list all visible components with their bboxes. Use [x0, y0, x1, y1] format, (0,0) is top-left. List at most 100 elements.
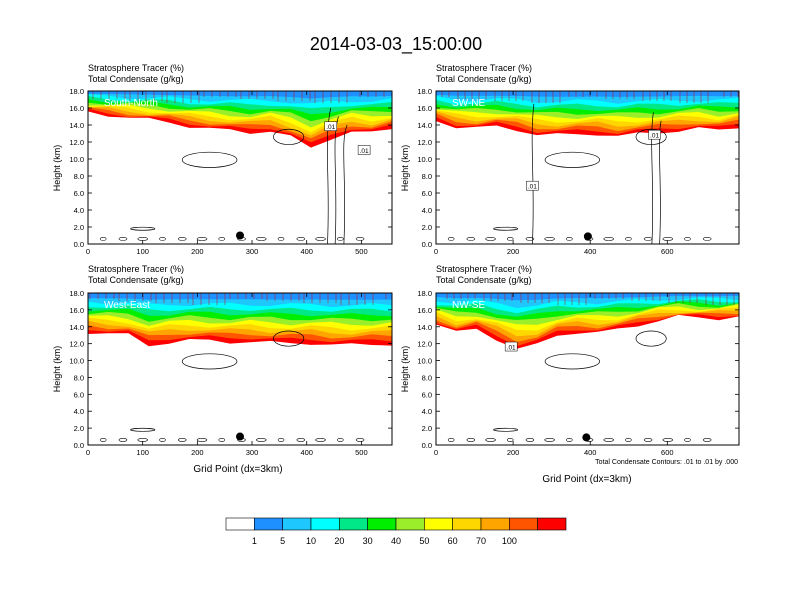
- panel-title-condensate: Total Condensate (g/kg): [88, 275, 184, 285]
- surface-contour: [255, 438, 267, 442]
- contour-label-box: [324, 121, 338, 131]
- y-tick-label: 16.0: [417, 104, 432, 113]
- contour-label-box: [357, 145, 371, 155]
- surface-contour: [296, 438, 306, 442]
- contour-label-text: .01: [507, 345, 516, 352]
- y-tick-label: 16.0: [69, 306, 84, 315]
- colorbar-swatch: [424, 517, 453, 531]
- y-tick-label: 6.0: [74, 189, 84, 198]
- surface-contour: [625, 438, 632, 442]
- panel-title-condensate: Total Condensate (g/kg): [88, 74, 184, 84]
- surface-contour: [118, 236, 128, 241]
- surface-contour: [296, 236, 306, 241]
- surface-contour: [525, 236, 535, 241]
- surface-contour: [466, 236, 476, 241]
- surface-contour: [625, 236, 632, 241]
- surface-contour: [702, 438, 712, 442]
- condensate-contour: [181, 353, 238, 370]
- y-tick-label: 0.0: [74, 441, 84, 450]
- surface-contour: [255, 236, 267, 241]
- plot-frame: [87, 90, 393, 245]
- x-tick-label: 0: [434, 448, 438, 457]
- y-tick-label: 4.0: [74, 407, 84, 416]
- contour-label-text: .01: [360, 148, 369, 155]
- condensate-contour: [130, 226, 156, 231]
- x-tick-label: 400: [584, 448, 597, 457]
- surface-contour: [702, 236, 712, 241]
- contour-label: .01: [526, 180, 539, 191]
- plot-area: [88, 293, 392, 445]
- x-tick-label: 200: [191, 448, 204, 457]
- condensate-contour: [651, 112, 654, 244]
- tracer-band: [88, 293, 392, 300]
- surface-contour: [277, 236, 285, 241]
- x-tick-label: 600: [661, 247, 674, 256]
- y-tick-label: 8.0: [422, 373, 432, 382]
- surface-contour: [684, 236, 691, 241]
- y-tick-label: 12.0: [69, 138, 84, 147]
- surface-contour: [118, 438, 128, 442]
- location-marker: [236, 231, 244, 240]
- x-tick-label: 200: [191, 247, 204, 256]
- colorbar-swatch: [480, 517, 510, 531]
- surface-contour: [525, 438, 535, 442]
- panel-title-tracer: Stratosphere Tracer (%): [436, 264, 532, 274]
- surface-contour: [99, 236, 107, 241]
- x-tick-label: 0: [86, 448, 90, 457]
- y-tick-label: 6.0: [74, 390, 84, 399]
- y-tick-label: 18.0: [69, 289, 84, 298]
- condensate-contour: [273, 330, 305, 347]
- surface-contour: [177, 236, 187, 241]
- x-tick-label: 500: [355, 448, 368, 457]
- panel-sw-ne: Stratosphere Tracer (%) Total Condensate…: [400, 63, 740, 256]
- y-tick-label: 4.0: [422, 407, 432, 416]
- y-tick-label: 2.0: [422, 424, 432, 433]
- x-tick-label: 300: [246, 448, 259, 457]
- contour-label-text: .01: [650, 133, 659, 140]
- plot-area: .01: [436, 293, 739, 445]
- y-axis-label: Height (km): [52, 346, 62, 393]
- colorbar-swatch: [310, 517, 340, 531]
- colorbar-label: 100: [502, 536, 517, 546]
- surface-contour: [684, 438, 691, 442]
- surface-contour: [177, 438, 187, 442]
- condensate-contour: [493, 427, 519, 432]
- colorbar-swatch: [367, 517, 397, 531]
- y-tick-label: 2.0: [74, 424, 84, 433]
- panel-nw-se: Stratosphere Tracer (%) Total Condensate…: [400, 264, 740, 485]
- x-tick-label: 400: [300, 448, 313, 457]
- surface-contour: [355, 236, 365, 241]
- colorbar-label: 50: [419, 536, 429, 546]
- colorbar-swatch: [339, 517, 368, 531]
- figure-title: 2014-03-03_15:00:00: [310, 34, 482, 55]
- y-axis-label: Height (km): [400, 145, 410, 192]
- colorbar-swatch: [452, 517, 482, 531]
- y-tick-label: 12.0: [417, 340, 432, 349]
- colorbar-swatch: [537, 517, 567, 531]
- y-tick-label: 14.0: [69, 121, 84, 130]
- surface-contour: [159, 438, 166, 442]
- condensate-contour: [659, 120, 662, 244]
- location-marker: [583, 232, 592, 241]
- colorbar-label: 20: [334, 536, 344, 546]
- y-tick-label: 10.0: [69, 155, 84, 164]
- panel-west-east: Stratosphere Tracer (%) Total Condensate…: [52, 264, 393, 475]
- y-tick-label: 4.0: [422, 206, 432, 215]
- colorbar-swatch: [225, 517, 255, 531]
- plot-area: .01 .01: [88, 91, 392, 244]
- surface-contour: [355, 438, 365, 442]
- surface-contour: [506, 236, 514, 241]
- surface-contour: [485, 438, 496, 442]
- plot-frame: [435, 90, 740, 245]
- panel-title-tracer: Stratosphere Tracer (%): [436, 63, 532, 73]
- surface-contour: [218, 236, 226, 241]
- cross-section-label: NW-SE: [452, 300, 485, 311]
- y-tick-label: 12.0: [69, 340, 84, 349]
- contour-label-box: [504, 341, 518, 352]
- y-tick-label: 10.0: [417, 357, 432, 366]
- x-tick-label: 100: [136, 448, 149, 457]
- surface-contour: [485, 236, 496, 241]
- y-tick-label: 14.0: [69, 323, 84, 332]
- colorbar-swatch: [509, 517, 538, 531]
